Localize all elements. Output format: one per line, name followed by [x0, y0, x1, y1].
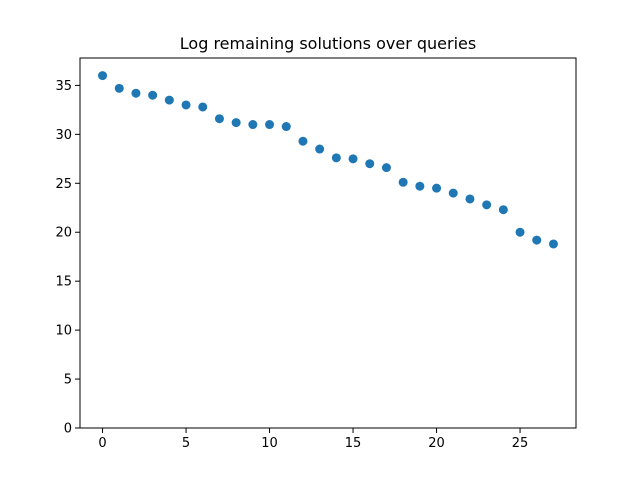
data-point: [465, 194, 475, 204]
data-point: [482, 200, 492, 210]
chart-title: Log remaining solutions over queries: [180, 34, 476, 53]
y-tick-label: 0: [64, 422, 72, 437]
y-tick-label: 5: [64, 373, 72, 388]
data-point: [515, 227, 525, 237]
data-point: [365, 159, 375, 169]
x-tick-label: 5: [182, 436, 190, 451]
data-point: [281, 122, 291, 132]
data-point: [265, 120, 275, 130]
data-point: [432, 183, 442, 193]
y-tick-label: 35: [55, 79, 72, 94]
data-point: [248, 120, 258, 130]
y-tick-label: 20: [55, 226, 72, 241]
y-tick-label: 15: [55, 275, 72, 290]
data-point: [148, 90, 158, 100]
x-axis-ticks: 0 5 10 15 20 25: [98, 428, 528, 451]
plot-area-frame: [79, 57, 577, 429]
x-tick-label: 10: [261, 436, 278, 451]
data-point: [381, 163, 391, 173]
data-point: [315, 144, 325, 154]
data-point: [298, 136, 308, 146]
scatter-points: [98, 71, 558, 249]
x-tick-label: 20: [428, 436, 445, 451]
data-point: [415, 181, 425, 191]
data-point: [164, 95, 174, 105]
data-point: [448, 188, 458, 198]
y-axis-ticks: 0 5 10 15 20 25 30 35: [55, 79, 80, 437]
data-point: [548, 239, 558, 249]
y-tick-label: 10: [55, 324, 72, 339]
data-point: [114, 83, 124, 93]
y-tick-label: 30: [55, 128, 72, 143]
data-point: [198, 102, 208, 112]
data-point: [498, 205, 508, 215]
data-point: [231, 118, 241, 128]
data-point: [131, 88, 141, 98]
data-point: [214, 114, 224, 124]
y-tick-label: 25: [55, 177, 72, 192]
data-point: [331, 153, 341, 163]
x-tick-label: 25: [512, 436, 529, 451]
data-point: [348, 154, 358, 164]
x-tick-label: 0: [98, 436, 106, 451]
data-point: [181, 100, 191, 110]
data-point: [98, 71, 108, 81]
data-point: [532, 235, 542, 245]
data-point: [398, 177, 408, 187]
x-tick-label: 15: [345, 436, 362, 451]
